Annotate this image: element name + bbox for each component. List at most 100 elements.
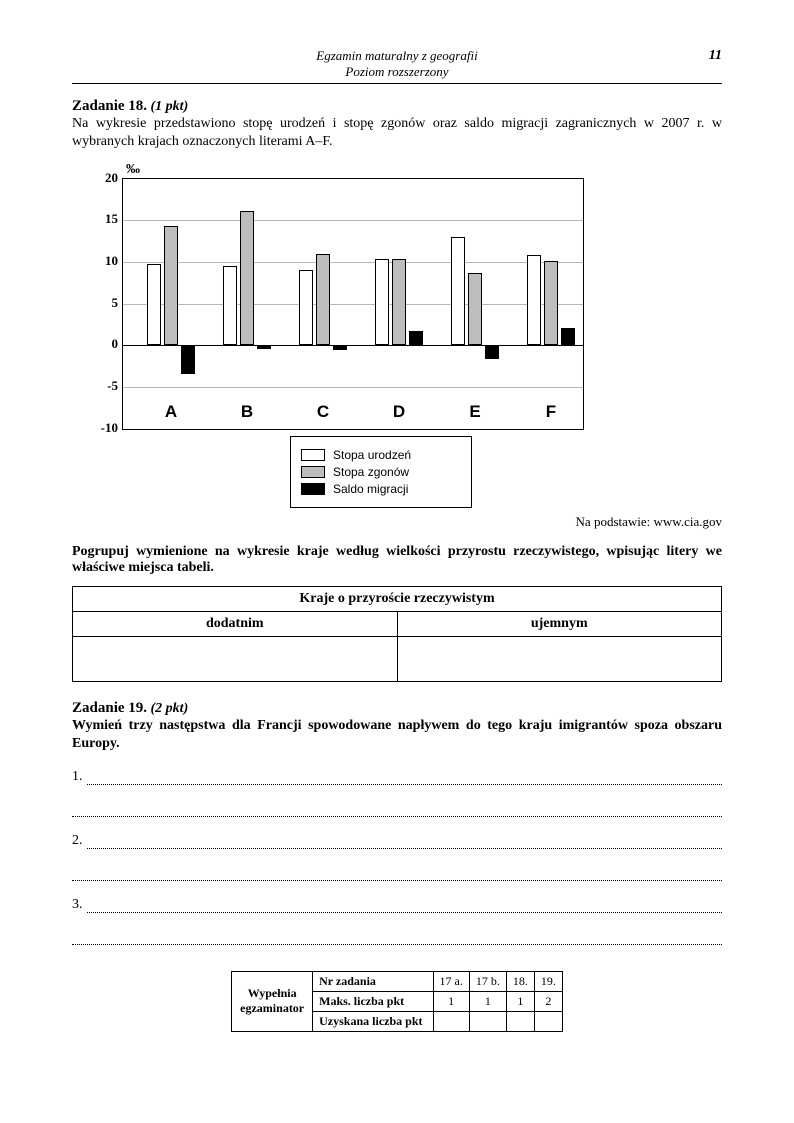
examiner-col: 19.: [534, 971, 562, 991]
task19-body: Wymień trzy następstwa dla Francji spowo…: [72, 717, 722, 753]
examiner-side: Wypełnia egzaminator: [232, 971, 313, 1031]
examiner-obtained[interactable]: [506, 1011, 534, 1031]
bar: [333, 345, 347, 350]
category-label: F: [546, 402, 556, 422]
dotted-line: [72, 806, 722, 817]
bar: [485, 345, 499, 358]
examiner-row-label: Uzyskana liczba pkt: [313, 1011, 433, 1031]
line-num: 2.: [72, 833, 83, 849]
examiner-row-label: Nr zadania: [313, 971, 433, 991]
category-label: D: [393, 402, 405, 422]
page-number: 11: [709, 48, 722, 65]
answer-cell-positive[interactable]: [73, 636, 398, 681]
bar: [240, 211, 254, 345]
task18-table: Kraje o przyroście rzeczywistym dodatnim…: [72, 586, 722, 682]
examiner-max: 2: [534, 991, 562, 1011]
examiner-obtained[interactable]: [469, 1011, 506, 1031]
ytick: 0: [90, 336, 118, 352]
legend-swatch-grey: [301, 466, 325, 478]
examiner-max: 1: [469, 991, 506, 1011]
examiner-col: 17 a.: [433, 971, 469, 991]
legend-swatch-black: [301, 483, 325, 495]
bar: [164, 226, 178, 345]
bar: [468, 273, 482, 346]
chart-unit: ‰: [126, 162, 722, 178]
category-label: A: [165, 402, 177, 422]
answer-line[interactable]: [72, 867, 722, 881]
bar: [223, 266, 237, 345]
header-line-2: Poziom rozszerzony: [72, 64, 722, 80]
chart-source: Na podstawie: www.cia.gov: [90, 514, 722, 530]
legend-swatch-white: [301, 449, 325, 461]
examiner-obtained[interactable]: [433, 1011, 469, 1031]
examiner-max: 1: [506, 991, 534, 1011]
header-rule: [72, 83, 722, 84]
bar: [561, 328, 575, 346]
legend-item: Stopa urodzeń: [301, 448, 461, 462]
ytick: -10: [90, 420, 118, 436]
gridline: [123, 220, 583, 221]
category-label: C: [317, 402, 329, 422]
bar: [316, 254, 330, 346]
answer-line[interactable]: [72, 803, 722, 817]
gridline: [123, 387, 583, 388]
gridline: [123, 262, 583, 263]
dotted-line: [87, 838, 723, 849]
task19-answer-lines: 1. 2. 3.: [72, 771, 722, 945]
examiner-side-1: Wypełnia: [248, 986, 297, 1000]
examiner-obtained[interactable]: [534, 1011, 562, 1031]
table-header-main: Kraje o przyroście rzeczywistym: [73, 586, 722, 611]
ytick: 15: [90, 211, 118, 227]
category-label: B: [241, 402, 253, 422]
answer-line[interactable]: 1.: [72, 771, 722, 785]
bar: [181, 345, 195, 374]
examiner-table: Wypełnia egzaminator Nr zadania 17 a. 17…: [231, 971, 563, 1032]
bar: [375, 259, 389, 345]
dotted-line: [87, 774, 723, 785]
examiner-row-label: Maks. liczba pkt: [313, 991, 433, 1011]
examiner-side-2: egzaminator: [240, 1001, 304, 1015]
task19-title: Zadanie 19.: [72, 700, 147, 716]
header-line-1: Egzamin maturalny z geografii: [72, 48, 722, 64]
chart-legend: Stopa urodzeń Stopa zgonów Saldo migracj…: [290, 436, 472, 508]
gridline: [123, 304, 583, 305]
bar: [451, 237, 465, 345]
answer-line[interactable]: 2.: [72, 835, 722, 849]
legend-item: Stopa zgonów: [301, 465, 461, 479]
ytick: 20: [90, 170, 118, 186]
examiner-col: 17 b.: [469, 971, 506, 991]
examiner-max: 1: [433, 991, 469, 1011]
bar: [409, 331, 423, 345]
line-num: 1.: [72, 769, 83, 785]
dotted-line: [87, 902, 723, 913]
page-header: 11 Egzamin maturalny z geografii Poziom …: [72, 48, 722, 79]
bar: [392, 259, 406, 346]
table-col-1: dodatnim: [73, 611, 398, 636]
bar: [147, 264, 161, 345]
bar: [527, 255, 541, 345]
examiner-col: 18.: [506, 971, 534, 991]
line-num: 3.: [72, 897, 83, 913]
bar: [544, 261, 558, 345]
task-19: Zadanie 19. (2 pkt) Wymień trzy następst…: [72, 700, 722, 945]
answer-line[interactable]: 3.: [72, 899, 722, 913]
category-label: E: [469, 402, 480, 422]
bar: [299, 270, 313, 345]
chart-plot: A B C D E F: [122, 178, 584, 430]
ytick: 10: [90, 253, 118, 269]
task18-points: (1 pkt): [151, 99, 189, 114]
table-col-2: ujemnym: [397, 611, 722, 636]
bar: [257, 345, 271, 349]
task18-body: Na wykresie przedstawiono stopę urodzeń …: [72, 115, 722, 151]
answer-line[interactable]: [72, 931, 722, 945]
task18-instruction: Pogrupuj wymienione na wykresie kraje we…: [72, 544, 722, 576]
dotted-line: [72, 870, 722, 881]
task19-points: (2 pkt): [151, 701, 189, 716]
task18-title: Zadanie 18.: [72, 98, 147, 114]
chart: ‰ 20 15 10 5 0 -5 -10 ABCDEF: [90, 162, 722, 530]
ytick: -5: [90, 378, 118, 394]
legend-item: Saldo migracji: [301, 482, 461, 496]
dotted-line: [72, 934, 722, 945]
answer-cell-negative[interactable]: [397, 636, 722, 681]
legend-label: Stopa zgonów: [333, 465, 409, 479]
